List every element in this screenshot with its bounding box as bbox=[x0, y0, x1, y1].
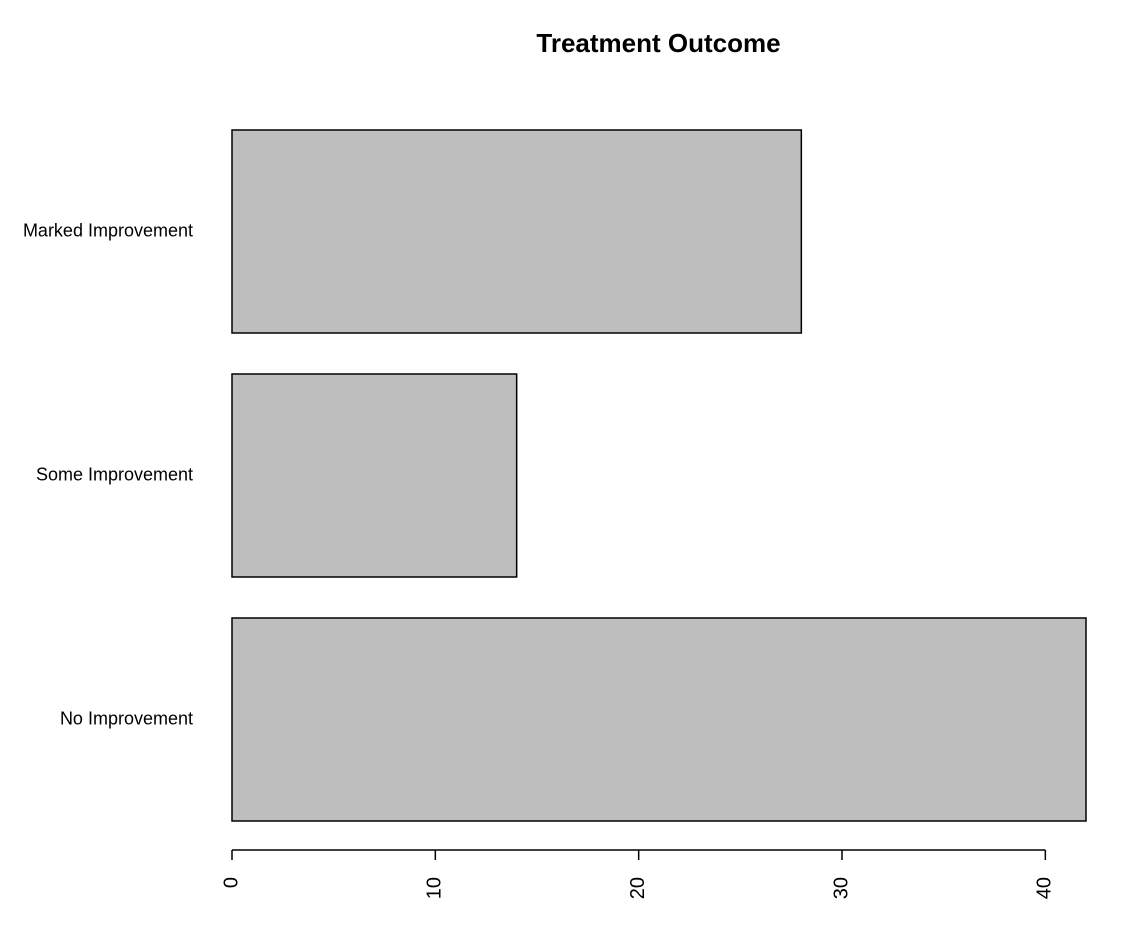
category-label: Some Improvement bbox=[36, 464, 193, 484]
category-labels-layer: No Improvement Some Improvement Marked Imp… bbox=[23, 220, 193, 728]
x-tick-label: 30 bbox=[830, 877, 852, 899]
x-tick-label: 10 bbox=[424, 877, 446, 899]
category-label: No Improvement bbox=[60, 708, 193, 728]
category-label: Marked Improvement bbox=[23, 220, 193, 240]
chart-title: Treatment Outcome bbox=[536, 28, 781, 58]
x-tick-label: 40 bbox=[1034, 877, 1056, 899]
x-tick-label: 0 bbox=[220, 877, 242, 888]
bar-some-improvement bbox=[231, 373, 518, 578]
x-axis: 0 10 20 30 40 bbox=[220, 849, 1056, 899]
bar-no-improvement bbox=[231, 617, 1087, 822]
bar-marked-improvement bbox=[231, 129, 803, 334]
x-tick-label: 20 bbox=[627, 877, 649, 899]
bars-layer bbox=[231, 129, 1087, 822]
